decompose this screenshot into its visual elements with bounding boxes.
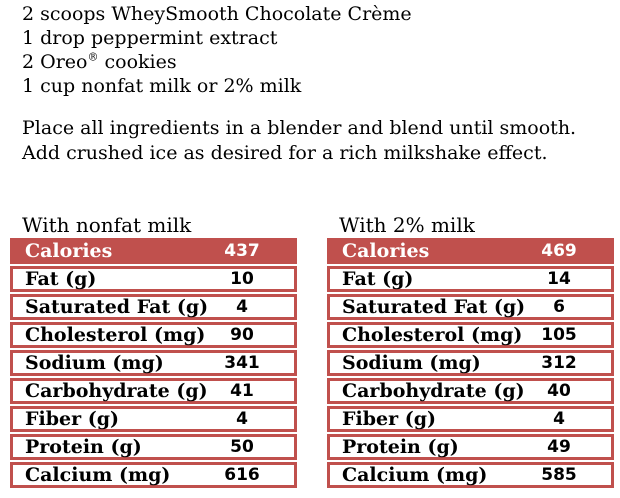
nutrition-table-nonfat-milk: With nonfat milk Calories 437 Fat (g) 10…: [10, 212, 297, 488]
nutrient-value: 6: [553, 297, 565, 317]
table-row: Calcium (mg) 585: [327, 462, 614, 488]
ingredient-text: cookies: [98, 51, 177, 73]
table-caption: With nonfat milk: [22, 213, 192, 237]
table-row: Fiber (g) 4: [10, 406, 297, 432]
nutrient-value: 49: [547, 437, 571, 457]
table-row: Fat (g) 10: [10, 266, 297, 292]
nutrient-label: Cholesterol (mg): [25, 324, 206, 346]
table-row: Fiber (g) 4: [327, 406, 614, 432]
table-row: Saturated Fat (g) 6: [327, 294, 614, 320]
nutrient-label: Sodium (mg): [25, 352, 164, 374]
table-header-row: Calories 437: [10, 238, 297, 264]
instructions: Place all ingredients in a blender and b…: [22, 116, 576, 166]
nutrient-label: Carbohydrate (g): [25, 380, 208, 402]
ingredient-line: 2 Oreo® cookies: [22, 50, 412, 74]
table-row: Carbohydrate (g) 41: [10, 378, 297, 404]
ingredient-line: 1 drop peppermint extract: [22, 27, 278, 49]
nutrient-label: Protein (g): [25, 436, 142, 458]
nutrient-value: 469: [541, 241, 577, 261]
table-row: Fat (g) 14: [327, 266, 614, 292]
table-caption: With 2% milk: [339, 213, 475, 237]
ingredient-line: 2 scoops WheySmooth Chocolate Crème: [22, 3, 412, 25]
nutrient-label: Saturated Fat (g): [25, 296, 209, 318]
registered-trademark-symbol: ®: [87, 50, 99, 64]
ingredient-line: 1 cup nonfat milk or 2% milk: [22, 75, 302, 97]
nutrient-label: Fat (g): [342, 268, 414, 290]
table-row: Protein (g) 50: [10, 434, 297, 460]
table-row: Saturated Fat (g) 4: [10, 294, 297, 320]
nutrient-value: 616: [224, 465, 260, 485]
nutrient-label: Sodium (mg): [342, 352, 481, 374]
nutrient-label: Calories: [342, 240, 430, 262]
nutrient-value: 90: [230, 325, 254, 345]
table-row: Calcium (mg) 616: [10, 462, 297, 488]
nutrient-value: 437: [224, 241, 260, 261]
nutrient-value: 312: [541, 353, 577, 373]
nutrient-value: 10: [230, 269, 254, 289]
ingredients-list: 2 scoops WheySmooth Chocolate Crème 1 dr…: [22, 2, 412, 98]
nutrient-value: 41: [230, 381, 254, 401]
nutrient-label: Carbohydrate (g): [342, 380, 525, 402]
nutrient-label: Saturated Fat (g): [342, 296, 526, 318]
nutrient-label: Fiber (g): [25, 408, 119, 430]
table-header-row: Calories 469: [327, 238, 614, 264]
table-row: Carbohydrate (g) 40: [327, 378, 614, 404]
instruction-line: Add crushed ice as desired for a rich mi…: [22, 142, 548, 164]
table-row: Sodium (mg) 312: [327, 350, 614, 376]
table-row: Protein (g) 49: [327, 434, 614, 460]
nutrition-tables: With nonfat milk Calories 437 Fat (g) 10…: [10, 212, 614, 488]
table-row: Cholesterol (mg) 90: [10, 322, 297, 348]
nutrient-value: 4: [236, 409, 248, 429]
nutrient-value: 341: [224, 353, 260, 373]
nutrient-value: 40: [547, 381, 571, 401]
nutrient-value: 4: [553, 409, 565, 429]
nutrition-table-2pct-milk: With 2% milk Calories 469 Fat (g) 14 Sat…: [327, 212, 614, 488]
nutrient-label: Cholesterol (mg): [342, 324, 523, 346]
nutrient-label: Fat (g): [25, 268, 97, 290]
nutrient-label: Fiber (g): [342, 408, 436, 430]
table-row: Sodium (mg) 341: [10, 350, 297, 376]
instruction-line: Place all ingredients in a blender and b…: [22, 117, 577, 139]
nutrient-label: Calcium (mg): [342, 464, 488, 486]
nutrient-value: 105: [541, 325, 577, 345]
nutrient-value: 14: [547, 269, 571, 289]
ingredient-text: 2 Oreo: [22, 51, 88, 73]
nutrient-value: 585: [541, 465, 577, 485]
nutrient-label: Calcium (mg): [25, 464, 171, 486]
nutrient-label: Protein (g): [342, 436, 459, 458]
table-row: Cholesterol (mg) 105: [327, 322, 614, 348]
nutrient-value: 4: [236, 297, 248, 317]
nutrient-label: Calories: [25, 240, 113, 262]
nutrient-value: 50: [230, 437, 254, 457]
